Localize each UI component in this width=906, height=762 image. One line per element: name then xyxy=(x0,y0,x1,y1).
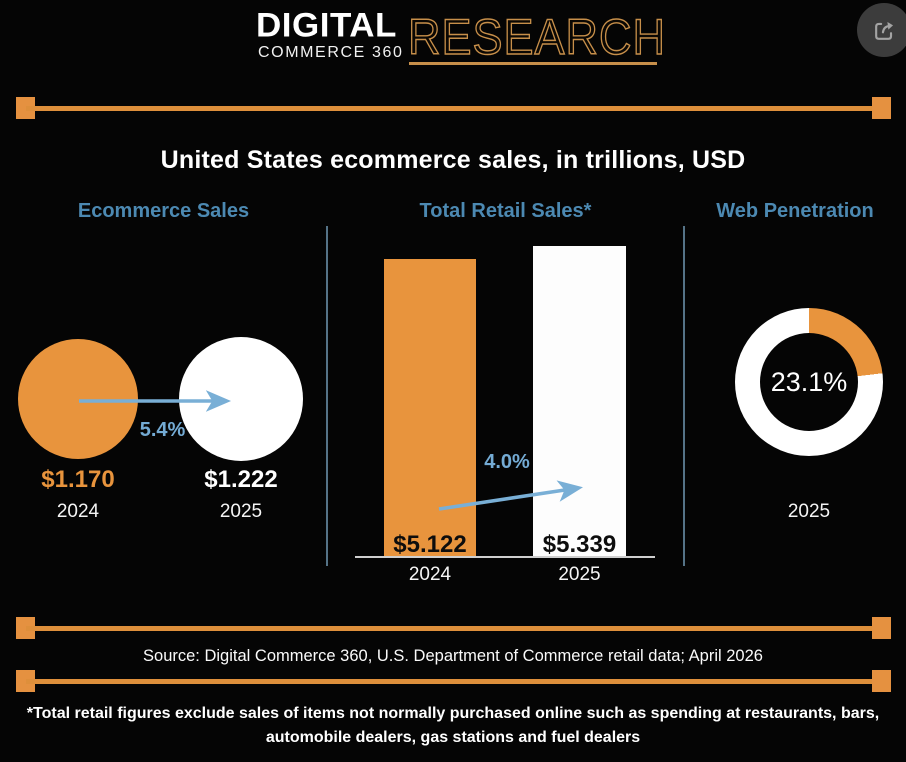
donut-percent-label: 23.1% xyxy=(770,366,848,397)
divider-endcap-right xyxy=(872,670,891,692)
logo-research: RESEARCH xyxy=(407,7,667,66)
ecommerce-value-2024: $1.170 xyxy=(41,466,115,493)
divider-top xyxy=(16,97,891,119)
divider-endcap-right xyxy=(872,617,891,639)
retail-growth-label: 4.0% xyxy=(484,451,530,473)
ecommerce-year-2025: 2025 xyxy=(219,501,263,522)
ecommerce-growth-label: 5.4% xyxy=(139,419,186,441)
heading-web-penetration: Web Penetration xyxy=(716,200,874,222)
footnote-line-1: *Total retail figures exclude sales of i… xyxy=(26,705,880,722)
donut-hole xyxy=(760,333,858,431)
baseline-axis xyxy=(355,556,655,558)
source-text: Source: Digital Commerce 360, U.S. Depar… xyxy=(143,647,763,665)
retail-bar-2025 xyxy=(533,246,626,557)
page-title: United States ecommerce sales, in trilli… xyxy=(160,146,746,174)
donut-chart: 23.1% xyxy=(735,308,883,456)
retail-year-2024: 2024 xyxy=(408,564,452,585)
retail-value-2025: $5.339 xyxy=(542,531,617,558)
divider-bar xyxy=(26,626,881,631)
retail-value-2024: $5.122 xyxy=(393,531,467,558)
logo-commerce-360: COMMERCE 360 xyxy=(258,44,404,61)
ecommerce-year-2024: 2024 xyxy=(56,501,100,522)
divider-bottom-lower xyxy=(16,670,891,692)
heading-total-retail-sales: Total Retail Sales* xyxy=(419,200,592,222)
share-icon xyxy=(874,21,893,40)
divider-bar xyxy=(26,106,881,111)
ecommerce-value-2025: $1.222 xyxy=(204,466,278,493)
section-divider-left xyxy=(326,226,328,566)
retail-year-2025: 2025 xyxy=(558,564,601,585)
divider-endcap-left xyxy=(16,97,35,119)
divider-endcap-left xyxy=(16,670,35,692)
divider-bottom-upper xyxy=(16,617,891,639)
share-button[interactable] xyxy=(857,3,906,57)
web-year-2025: 2025 xyxy=(787,501,831,522)
heading-ecommerce-sales: Ecommerce Sales xyxy=(77,200,250,222)
footnote-line-2: automobile dealers, gas stations and fue… xyxy=(265,729,641,746)
growth-arrow-icon xyxy=(79,390,232,412)
divider-endcap-left xyxy=(16,617,35,639)
divider-endcap-right xyxy=(872,97,891,119)
section-divider-right xyxy=(683,226,685,566)
ecommerce-circle-2024 xyxy=(18,339,138,459)
logo-digital: DIGITAL xyxy=(256,6,397,45)
ecommerce-circle-2025 xyxy=(179,337,303,461)
growth-arrow-icon xyxy=(438,480,583,511)
research-underline xyxy=(409,62,657,65)
divider-bar xyxy=(26,679,881,684)
